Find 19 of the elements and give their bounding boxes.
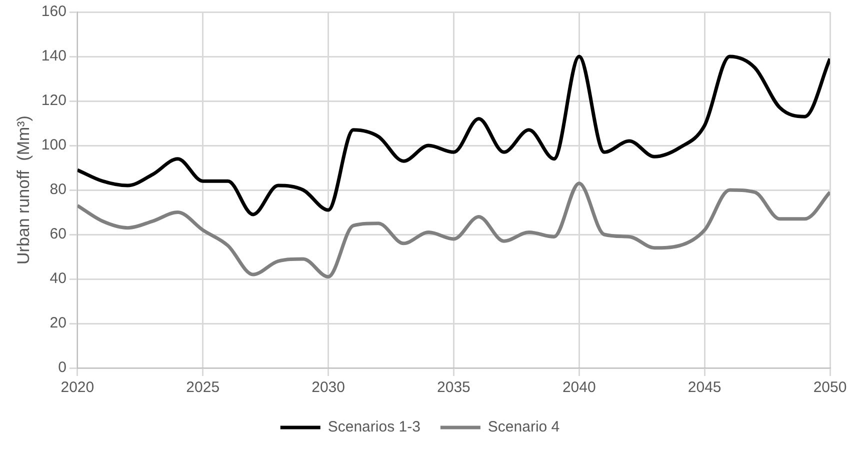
y-tick-label: 160 <box>41 3 66 20</box>
x-tick-label: 2030 <box>312 379 345 396</box>
y-tick-label: 60 <box>50 226 66 243</box>
x-tick-label: 2025 <box>186 379 220 396</box>
x-tick-label: 2035 <box>437 379 470 396</box>
y-tick-label: 40 <box>50 270 66 288</box>
legend-label: Scenario 4 <box>488 418 560 436</box>
y-tick-label: 140 <box>41 48 66 65</box>
y-tick-label: 0 <box>58 359 66 376</box>
y-axis-title: Urban runoff (Mm³) <box>14 116 33 264</box>
y-tick-label: 100 <box>41 136 66 154</box>
y-tick-label: 80 <box>50 181 66 198</box>
y-tick-label: 120 <box>41 92 66 110</box>
legend-label: Scenarios 1-3 <box>328 418 420 436</box>
x-tick-label: 2045 <box>688 379 722 396</box>
x-tick-label: 2040 <box>562 379 596 396</box>
x-tick-label: 2050 <box>813 379 847 396</box>
x-tick-label: 2020 <box>60 379 94 396</box>
y-tick-label: 20 <box>50 314 66 332</box>
